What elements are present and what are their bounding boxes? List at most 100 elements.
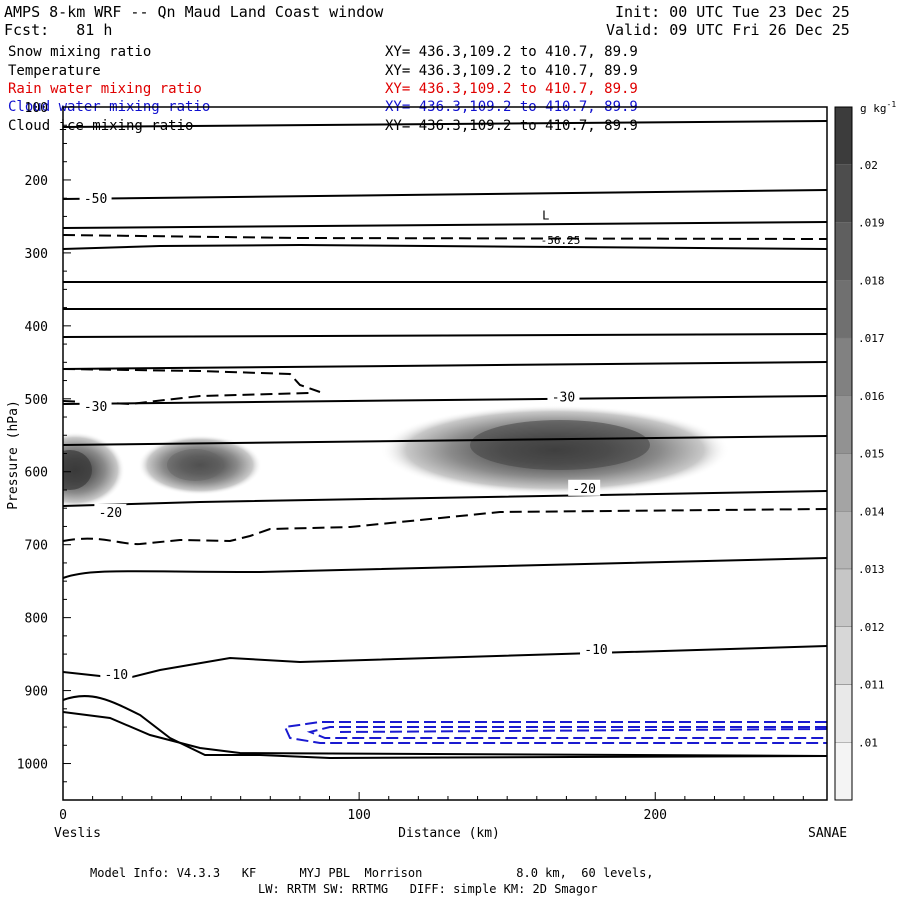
cloud-water-contours bbox=[283, 721, 827, 744]
colorbar-frame bbox=[834, 106, 853, 801]
field-xy-temperature: XY= 436.3,109.2 to 410.7, 89.9 bbox=[385, 63, 638, 79]
contour-label: -20 bbox=[572, 482, 595, 497]
temperature-contours bbox=[63, 120, 827, 760]
isotherm bbox=[63, 490, 827, 507]
cloud-ice-contour bbox=[63, 368, 321, 393]
cloud-water-contour bbox=[339, 728, 827, 733]
colorbar-box bbox=[834, 164, 853, 223]
snow-maximum-east-core bbox=[470, 420, 650, 470]
field-xy-snow: XY= 436.3,109.2 to 410.7, 89.9 bbox=[385, 44, 638, 60]
isotherm bbox=[63, 645, 827, 682]
isotherm bbox=[63, 395, 827, 405]
forecast-hour: Fcst: 81 h bbox=[4, 21, 113, 39]
field-name-temperature: Temperature bbox=[8, 63, 101, 79]
colorbar-level-label: .019 bbox=[858, 217, 885, 230]
colorbar-level-label: .01 bbox=[858, 736, 878, 749]
y-tick-label: 700 bbox=[25, 539, 48, 554]
cloud-ice-contour bbox=[63, 234, 827, 240]
temperature-labels: -50 -30 -30 -20 -20 -10 -10 bbox=[79, 190, 613, 683]
colorbar-box bbox=[834, 626, 853, 685]
field-name-snow: Snow mixing ratio bbox=[8, 44, 152, 60]
low-marker: L bbox=[542, 208, 549, 222]
init-time: Init: 00 UTC Tue 23 Dec 25 bbox=[615, 3, 850, 21]
y-axis-label: Pressure (hPa) bbox=[6, 400, 21, 510]
snow-maximum-west bbox=[63, 432, 125, 508]
y-tick-label: 400 bbox=[25, 320, 48, 335]
contour-label: -10 bbox=[584, 643, 607, 658]
y-tick-label: 600 bbox=[25, 466, 48, 481]
colorbar-level-label: .011 bbox=[858, 679, 885, 692]
contour-label: -30 bbox=[84, 400, 107, 415]
colorbar-box bbox=[834, 222, 853, 281]
y-axis-ticks: 100 200 300 400 500 600 700 800 900 1000 bbox=[17, 101, 71, 801]
colorbar-box bbox=[834, 106, 853, 165]
contour-label-bg bbox=[547, 388, 580, 405]
contour-label-bg bbox=[100, 665, 133, 682]
contour-label: -30 bbox=[552, 391, 575, 406]
colorbar-level-label: .017 bbox=[858, 332, 885, 345]
isotherm bbox=[63, 120, 827, 128]
y-tick-label: 1000 bbox=[17, 758, 48, 773]
colorbar-box bbox=[834, 337, 853, 396]
x-right-endpoint-label: SANAE bbox=[808, 826, 847, 841]
contour-label-bg bbox=[568, 479, 601, 496]
y-tick-label: 500 bbox=[25, 393, 48, 408]
isotherm bbox=[63, 243, 827, 250]
cloud-water-contour bbox=[283, 721, 827, 744]
snow-maximum-west-core bbox=[63, 450, 92, 490]
isotherm bbox=[63, 435, 827, 446]
isotherm bbox=[63, 221, 827, 229]
isotherm bbox=[63, 189, 827, 200]
colorbar-box bbox=[834, 453, 853, 512]
contour-label-bg bbox=[79, 190, 112, 207]
colorbar-unit: g kg-1 bbox=[860, 100, 896, 115]
colorbar-level-label: .015 bbox=[858, 448, 885, 461]
isotherm bbox=[63, 694, 827, 760]
valid-time: Valid: 09 UTC Fri 26 Dec 25 bbox=[606, 21, 850, 39]
colorbar-level-label: .012 bbox=[858, 621, 885, 634]
colorbar-level-label: .02 bbox=[858, 159, 878, 172]
contour-markers: L -56.25 bbox=[541, 208, 581, 246]
colorbar-box bbox=[834, 742, 853, 801]
x-tick-label: 0 bbox=[59, 808, 67, 823]
field-name-rain: Rain water mixing ratio bbox=[8, 81, 202, 97]
model-info-line2: LW: RRTM SW: RRTMG DIFF: simple KM: 2D S… bbox=[258, 882, 598, 896]
x-axis-ticks: 0 100 200 bbox=[59, 792, 804, 823]
y-tick-label: 900 bbox=[25, 685, 48, 700]
contour-label: -50 bbox=[84, 192, 107, 207]
contour-label-bg bbox=[580, 640, 613, 657]
colorbar-box bbox=[834, 511, 853, 570]
model-info-line1: Model Info: V4.3.3 KF MYJ PBL Morrison 8… bbox=[90, 866, 654, 880]
cloud-ice-contours bbox=[63, 234, 827, 546]
y-tick-label: 100 bbox=[25, 101, 48, 116]
y-tick-label: 300 bbox=[25, 247, 48, 262]
colorbar-level-label: .016 bbox=[858, 390, 885, 403]
contour-label-bg bbox=[94, 503, 127, 520]
snow-maximum-mid-core bbox=[167, 449, 223, 481]
x-axis-label: Distance (km) bbox=[398, 826, 500, 841]
isotherm bbox=[63, 333, 827, 338]
colorbar: .02 .019 .018 .017 .016 .015 .014 .013 .012 .011.… bbox=[834, 106, 885, 801]
colorbar-box bbox=[834, 395, 853, 454]
minimum-value-label: -56.25 bbox=[541, 234, 581, 247]
snow-shading bbox=[63, 405, 730, 508]
x-tick-label: 200 bbox=[644, 808, 667, 823]
contour-label-bg bbox=[79, 398, 112, 415]
colorbar-level-label: .014 bbox=[858, 505, 885, 518]
y-tick-label: 200 bbox=[25, 174, 48, 189]
colorbar-box bbox=[834, 568, 853, 627]
x-left-endpoint-label: Veslis bbox=[54, 826, 101, 841]
chart-title: AMPS 8-km WRF -- Qn Maud Land Coast wind… bbox=[4, 3, 384, 21]
contour-label: -10 bbox=[105, 668, 128, 683]
colorbar-level-label: .018 bbox=[858, 274, 885, 287]
cloud-water-contour bbox=[306, 726, 827, 739]
cloud-ice-contour bbox=[63, 508, 827, 546]
colorbar-box bbox=[834, 684, 853, 743]
field-xy-rain: XY= 436.3,109.2 to 410.7, 89.9 bbox=[385, 81, 638, 97]
isotherm bbox=[63, 557, 827, 579]
colorbar-box bbox=[834, 280, 853, 339]
isotherm bbox=[63, 711, 827, 757]
y-tick-label: 800 bbox=[25, 612, 48, 627]
isotherm bbox=[63, 361, 827, 370]
x-tick-label: 100 bbox=[347, 808, 370, 823]
